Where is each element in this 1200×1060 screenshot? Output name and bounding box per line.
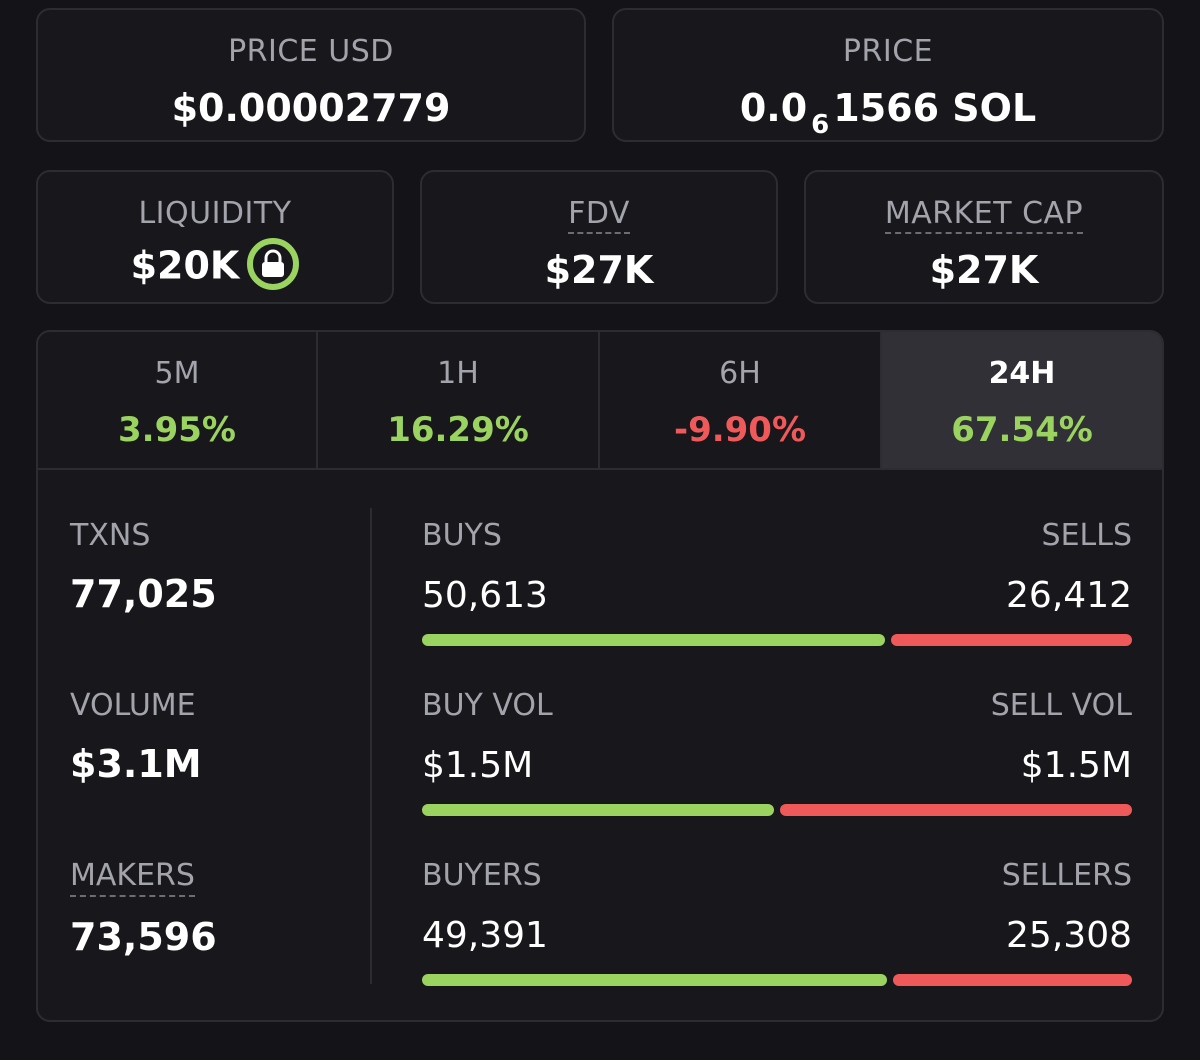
- market-cap-label[interactable]: MARKET CAP: [884, 196, 1084, 234]
- price-sol-zero-count: 6: [811, 110, 830, 140]
- liquidity-lock-icon[interactable]: [247, 238, 300, 290]
- tab-5m-change: 3.95%: [118, 410, 236, 450]
- sellers-bar: [893, 974, 1132, 986]
- timeframe-tabs: 5M 3.95% 1H 16.29% 6H -9.90% 24H 67.54%: [38, 332, 1162, 470]
- tab-24h-label: 24H: [988, 356, 1056, 391]
- sell-vol-bar: [780, 804, 1132, 816]
- liquidity-card: LIQUIDITY $20K: [36, 170, 394, 304]
- buys-label: BUYS: [422, 518, 502, 553]
- price-sol-unit: SOL: [952, 86, 1037, 130]
- market-cap-card: MARKET CAP $27K: [804, 170, 1164, 304]
- tab-1h[interactable]: 1H 16.29%: [316, 332, 598, 468]
- makers-label[interactable]: MAKERS: [70, 858, 195, 897]
- price-usd-label: PRICE USD: [228, 34, 394, 69]
- liquidity-value-row: $20K: [38, 238, 392, 294]
- volume-metric: VOLUME $3.1M: [70, 688, 202, 786]
- makers-metric: MAKERS 73,596: [70, 858, 217, 959]
- price-usd-value: $0.00002779: [171, 86, 451, 130]
- price-sol-digits: 1566: [833, 86, 940, 130]
- makers-value: 73,596: [70, 915, 217, 959]
- liquidity-label: LIQUIDITY: [138, 196, 292, 231]
- buys-bar: [422, 634, 885, 646]
- txns-metric: TXNS 77,025: [70, 518, 217, 616]
- tab-6h-label: 6H: [719, 356, 761, 391]
- buyers-value: 49,391: [422, 915, 548, 956]
- txns-value: 77,025: [70, 572, 217, 616]
- market-cap-label-wrap: MARKET CAP: [806, 196, 1162, 234]
- price-sol-card: PRICE 0.0 6 1566 SOL: [612, 8, 1164, 142]
- buyers-bar: [422, 974, 887, 986]
- sellers-value: 25,308: [1006, 915, 1132, 956]
- price-sol-prefix: 0.0: [739, 86, 808, 130]
- tab-1h-change: 16.29%: [387, 410, 529, 450]
- tab-6h[interactable]: 6H -9.90%: [598, 332, 880, 468]
- price-sol-value: 0.0 6 1566 SOL: [614, 86, 1162, 140]
- price-usd-card: PRICE USD $0.00002779: [36, 8, 586, 142]
- buyers-label: BUYERS: [422, 858, 542, 893]
- sells-label: SELLS: [1041, 518, 1132, 553]
- tab-1h-label: 1H: [437, 356, 479, 391]
- sell-vol-label: SELL VOL: [990, 688, 1132, 723]
- buy-vol-value: $1.5M: [422, 745, 534, 786]
- tab-5m-label: 5M: [154, 356, 200, 391]
- sells-value: 26,412: [1006, 575, 1132, 616]
- sellers-label: SELLERS: [1001, 858, 1132, 893]
- sells-bar: [891, 634, 1132, 646]
- sell-vol-value: $1.5M: [1020, 745, 1132, 786]
- liquidity-value: $20K: [130, 243, 240, 288]
- volume-value: $3.1M: [70, 742, 202, 786]
- buy-vol-bar: [422, 804, 774, 816]
- market-cap-value: $27K: [929, 248, 1039, 292]
- buys-value: 50,613: [422, 575, 548, 616]
- fdv-value: $27K: [544, 248, 654, 292]
- stats-panel: 5M 3.95% 1H 16.29% 6H -9.90% 24H 67.54% …: [36, 330, 1164, 1022]
- tab-6h-change: -9.90%: [673, 410, 807, 450]
- fdv-card: FDV $27K: [420, 170, 778, 304]
- price-sol-label: PRICE: [842, 34, 934, 69]
- column-divider: [370, 508, 372, 984]
- tab-24h-change: 67.54%: [951, 410, 1093, 450]
- volume-label: VOLUME: [70, 688, 196, 723]
- fdv-label-wrap: FDV: [422, 196, 776, 234]
- buy-vol-label: BUY VOL: [422, 688, 553, 723]
- tab-5m[interactable]: 5M 3.95%: [38, 332, 316, 468]
- txns-label: TXNS: [70, 518, 151, 553]
- tab-24h[interactable]: 24H 67.54%: [880, 332, 1162, 468]
- fdv-label[interactable]: FDV: [568, 196, 630, 234]
